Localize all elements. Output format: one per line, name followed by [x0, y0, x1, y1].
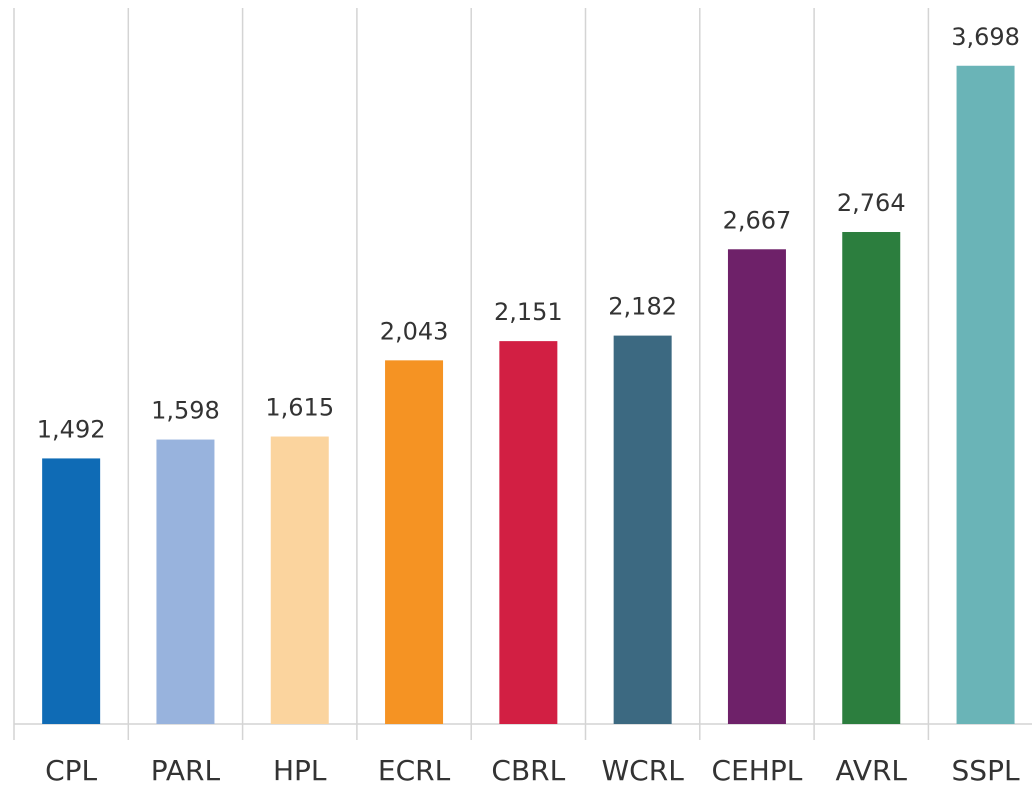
data-label: 2,151: [494, 298, 563, 326]
bar: [613, 335, 672, 724]
x-tick-label: SSPL: [952, 754, 1020, 787]
data-label: 3,698: [951, 23, 1020, 51]
bar: [499, 341, 558, 724]
bar: [727, 249, 786, 725]
bar: [156, 439, 215, 724]
bar: [385, 360, 444, 724]
x-tick-label: PARL: [151, 754, 221, 787]
bar: [842, 232, 901, 724]
x-tick-label: ECRL: [378, 754, 451, 787]
x-tick-label: CEHPL: [712, 754, 803, 787]
x-tick-label: WCRL: [602, 754, 685, 787]
x-tick-label: CPL: [45, 754, 97, 787]
data-label: 2,182: [608, 293, 677, 321]
data-label: 2,667: [723, 206, 792, 234]
bar: [956, 65, 1015, 725]
data-label: 2,764: [837, 189, 906, 217]
bar: [42, 458, 101, 724]
x-tick-label: HPL: [273, 754, 327, 787]
bar: [270, 436, 329, 724]
data-label: 2,043: [380, 317, 449, 345]
data-label: 1,615: [265, 394, 334, 422]
data-label: 1,598: [151, 397, 220, 425]
x-tick-label: CBRL: [491, 754, 565, 787]
data-label: 1,492: [37, 415, 106, 443]
x-tick-label: AVRL: [835, 754, 907, 787]
